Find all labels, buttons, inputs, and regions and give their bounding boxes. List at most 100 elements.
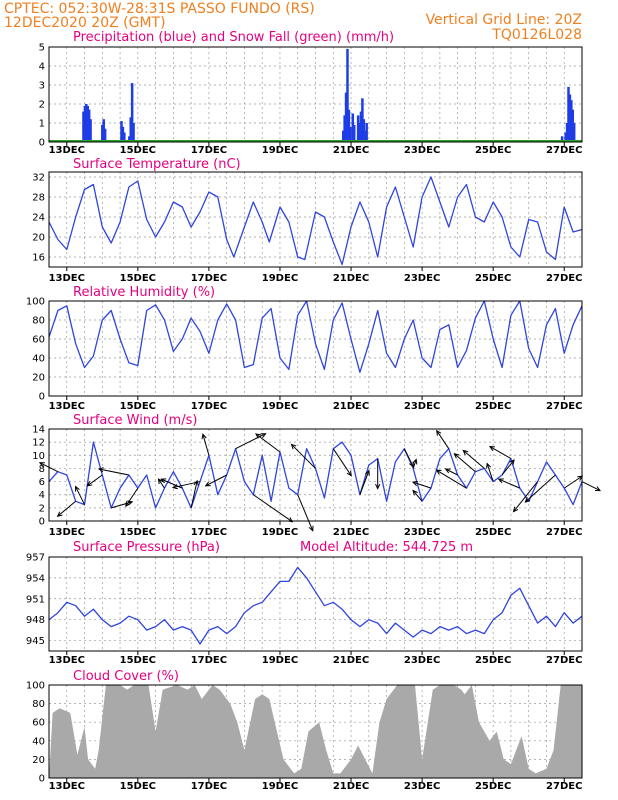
x-tick-label: 15DEC [120, 145, 156, 156]
x-tick-label: 21DEC [333, 401, 369, 412]
y-tick-label: 100 [26, 681, 45, 692]
x-tick-label: 25DEC [475, 145, 511, 156]
y-tick-label: 60 [32, 718, 45, 729]
wind-vector-head [125, 501, 131, 508]
precip-bar [570, 100, 573, 142]
x-tick-label: 21DEC [333, 273, 369, 284]
precip-bar [349, 126, 352, 142]
y-tick-label: 4 [39, 490, 45, 501]
precip-bar [347, 109, 351, 142]
panel-4: 945 948 951 954 957 13DEC 15DEC 17DEC 19DEC 21DEC… [26, 540, 583, 666]
precip-bar [564, 132, 567, 142]
y-tick-label: 948 [26, 615, 45, 626]
wind-vector [454, 453, 476, 473]
y-tick-label: 954 [26, 573, 45, 584]
x-tick-label: 23DEC [404, 527, 440, 538]
header-run-time: 12DEC2020 20Z (GMT) [4, 15, 166, 31]
precip-bar [362, 119, 366, 142]
plot-frame [48, 171, 583, 268]
x-tick-label: 25DEC [475, 781, 511, 792]
wind-vector-head [486, 462, 492, 469]
panel-annotation: Model Altitude: 544.725 m [300, 540, 473, 555]
y-tick-label: 100 [26, 297, 45, 308]
x-tick-label: 15DEC [120, 273, 156, 284]
precip-bar [102, 119, 105, 142]
wind-vector [498, 478, 521, 489]
panel-title: Surface Temperature (nC) [73, 157, 241, 172]
y-tick-label: 3 [39, 81, 45, 92]
wind-vector-head [509, 459, 515, 465]
precip-bar [567, 86, 570, 142]
precip-bar [365, 123, 368, 142]
y-tick-label: 20 [32, 233, 45, 244]
precip-bar [352, 124, 356, 142]
x-tick-label: 19DEC [262, 655, 298, 666]
wind-vector-head [412, 458, 418, 465]
wind-vector-head [436, 429, 442, 436]
wind-vector [489, 446, 512, 460]
y-tick-label: 20 [32, 755, 45, 766]
x-tick-label: 27DEC [546, 527, 582, 538]
x-tick-label: 21DEC [333, 527, 369, 538]
x-tick-label: 23DEC [404, 781, 440, 792]
y-tick-label: 5 [39, 43, 45, 54]
wind-vector [359, 470, 370, 495]
precip-bar [86, 105, 89, 142]
y-tick-label: 945 [26, 636, 45, 647]
x-tick-label: 23DEC [404, 145, 440, 156]
wind-vector-head [171, 484, 178, 490]
x-tick-label: 21DEC [333, 145, 369, 156]
y-tick-label: 0 [39, 392, 45, 403]
y-tick-label: 0 [39, 517, 45, 528]
wind-vector [513, 481, 538, 512]
wind-vector-head [435, 469, 442, 475]
wind-vector-head [290, 443, 297, 450]
wind-vector [111, 501, 133, 509]
wind-vector [125, 487, 139, 507]
header-grid-line: Vertical Grid Line: 20Z [426, 12, 582, 28]
wind-vector [412, 459, 417, 469]
y-tick-label: 24 [32, 213, 45, 224]
y-tick-label: 28 [32, 193, 45, 204]
x-tick-label: 21DEC [333, 655, 369, 666]
y-tick-label: 60 [32, 335, 45, 346]
wind-vector [161, 478, 183, 489]
wind-vector-head [462, 449, 469, 456]
y-tick-label: 20 [32, 373, 45, 384]
header-model-code: TQ0126L028 [491, 27, 582, 43]
x-tick-label: 15DEC [120, 527, 156, 538]
x-tick-label: 23DEC [404, 273, 440, 284]
x-tick-label: 15DEC [120, 655, 156, 666]
precip-bar [560, 136, 564, 142]
wind-vector [297, 494, 314, 531]
y-tick-label: 40 [32, 354, 45, 365]
x-tick-label: 17DEC [191, 781, 227, 792]
precip-bar [358, 123, 361, 142]
precip-bar [132, 123, 135, 142]
wind-vector [255, 433, 281, 453]
precip-bar [87, 109, 91, 142]
wind-vector [403, 448, 414, 467]
x-tick-label: 13DEC [49, 401, 85, 412]
precip-bar [356, 115, 360, 142]
wind-vector [75, 486, 85, 505]
panel-title: Cloud Cover (%) [73, 669, 179, 684]
precip-bar [121, 126, 125, 142]
x-tick-label: 17DEC [191, 273, 227, 284]
y-tick-label: 951 [26, 594, 45, 605]
wind-vector-head [524, 497, 531, 503]
x-tick-label: 27DEC [546, 781, 582, 792]
wind-vector [57, 500, 76, 517]
wind-vector-head [193, 479, 199, 486]
series-line [48, 176, 583, 266]
plot-frame [48, 46, 583, 143]
y-tick-label: 8 [39, 464, 45, 475]
wind-vector-head [411, 481, 419, 486]
wind-vector-head [308, 525, 314, 532]
x-tick-label: 23DEC [404, 401, 440, 412]
plot-frame [48, 300, 583, 397]
x-tick-label: 25DEC [475, 655, 511, 666]
y-tick-label: 32 [32, 173, 45, 184]
precip-bar [363, 130, 367, 142]
